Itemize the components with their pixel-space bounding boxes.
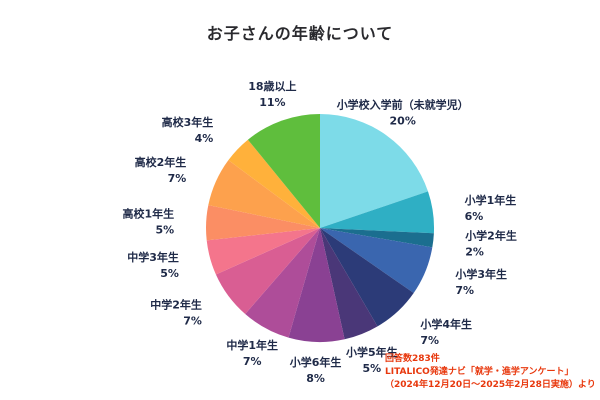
slice-label-7: 中学1年生 7% bbox=[226, 338, 278, 368]
pie-slice-5 bbox=[320, 228, 378, 340]
pie-slice-4 bbox=[320, 228, 414, 327]
slice-label-10: 高校1年生 5% bbox=[123, 206, 175, 236]
slice-label-5: 小学5年生 5% bbox=[345, 345, 398, 375]
slice-label-9: 中学3年生 5% bbox=[127, 250, 179, 280]
slice-label-4: 小学4年生 7% bbox=[419, 317, 472, 347]
slice-label-13: 18歳以上 11% bbox=[248, 79, 296, 109]
pie-slice-6 bbox=[288, 228, 345, 343]
chart-title: お子さんの年齢について bbox=[206, 24, 394, 43]
slice-label-0: 小学校入学前（未就学児） 20% bbox=[336, 98, 469, 128]
pie-slice-13 bbox=[247, 114, 320, 228]
slice-label-1: 小学1年生 6% bbox=[464, 193, 517, 223]
pie-slice-9 bbox=[206, 228, 320, 275]
pie-slice-8 bbox=[215, 228, 320, 314]
pie-slice-3 bbox=[320, 228, 433, 293]
pie-slice-0 bbox=[320, 113, 428, 228]
source-line-2: （2024年12月20日～2025年2月28日実施）より bbox=[385, 379, 596, 390]
pie-slice-11 bbox=[208, 160, 320, 228]
slice-label-2: 小学2年生 2% bbox=[464, 228, 517, 258]
slice-label-11: 高校2年生 7% bbox=[135, 155, 187, 185]
pie-slice-7 bbox=[245, 228, 320, 338]
pie-slice-2 bbox=[320, 228, 434, 248]
response-count: 回答数283件 bbox=[385, 353, 440, 364]
slice-label-3: 小学3年生 7% bbox=[454, 267, 507, 297]
slice-label-8: 中学2年生 7% bbox=[150, 298, 202, 328]
pie-slice-10 bbox=[206, 205, 320, 241]
slice-label-12: 高校3年生 4% bbox=[162, 115, 214, 145]
source-line-1: LITALICO発達ナビ「就学・進学アンケート」 bbox=[385, 366, 574, 377]
pie-slice-1 bbox=[320, 191, 435, 234]
pie-slice-12 bbox=[228, 139, 320, 228]
source-note: 回答数283件 LITALICO発達ナビ「就学・進学アンケート」 （2024年1… bbox=[385, 353, 596, 392]
slice-label-6: 小学6年生 8% bbox=[289, 355, 342, 385]
